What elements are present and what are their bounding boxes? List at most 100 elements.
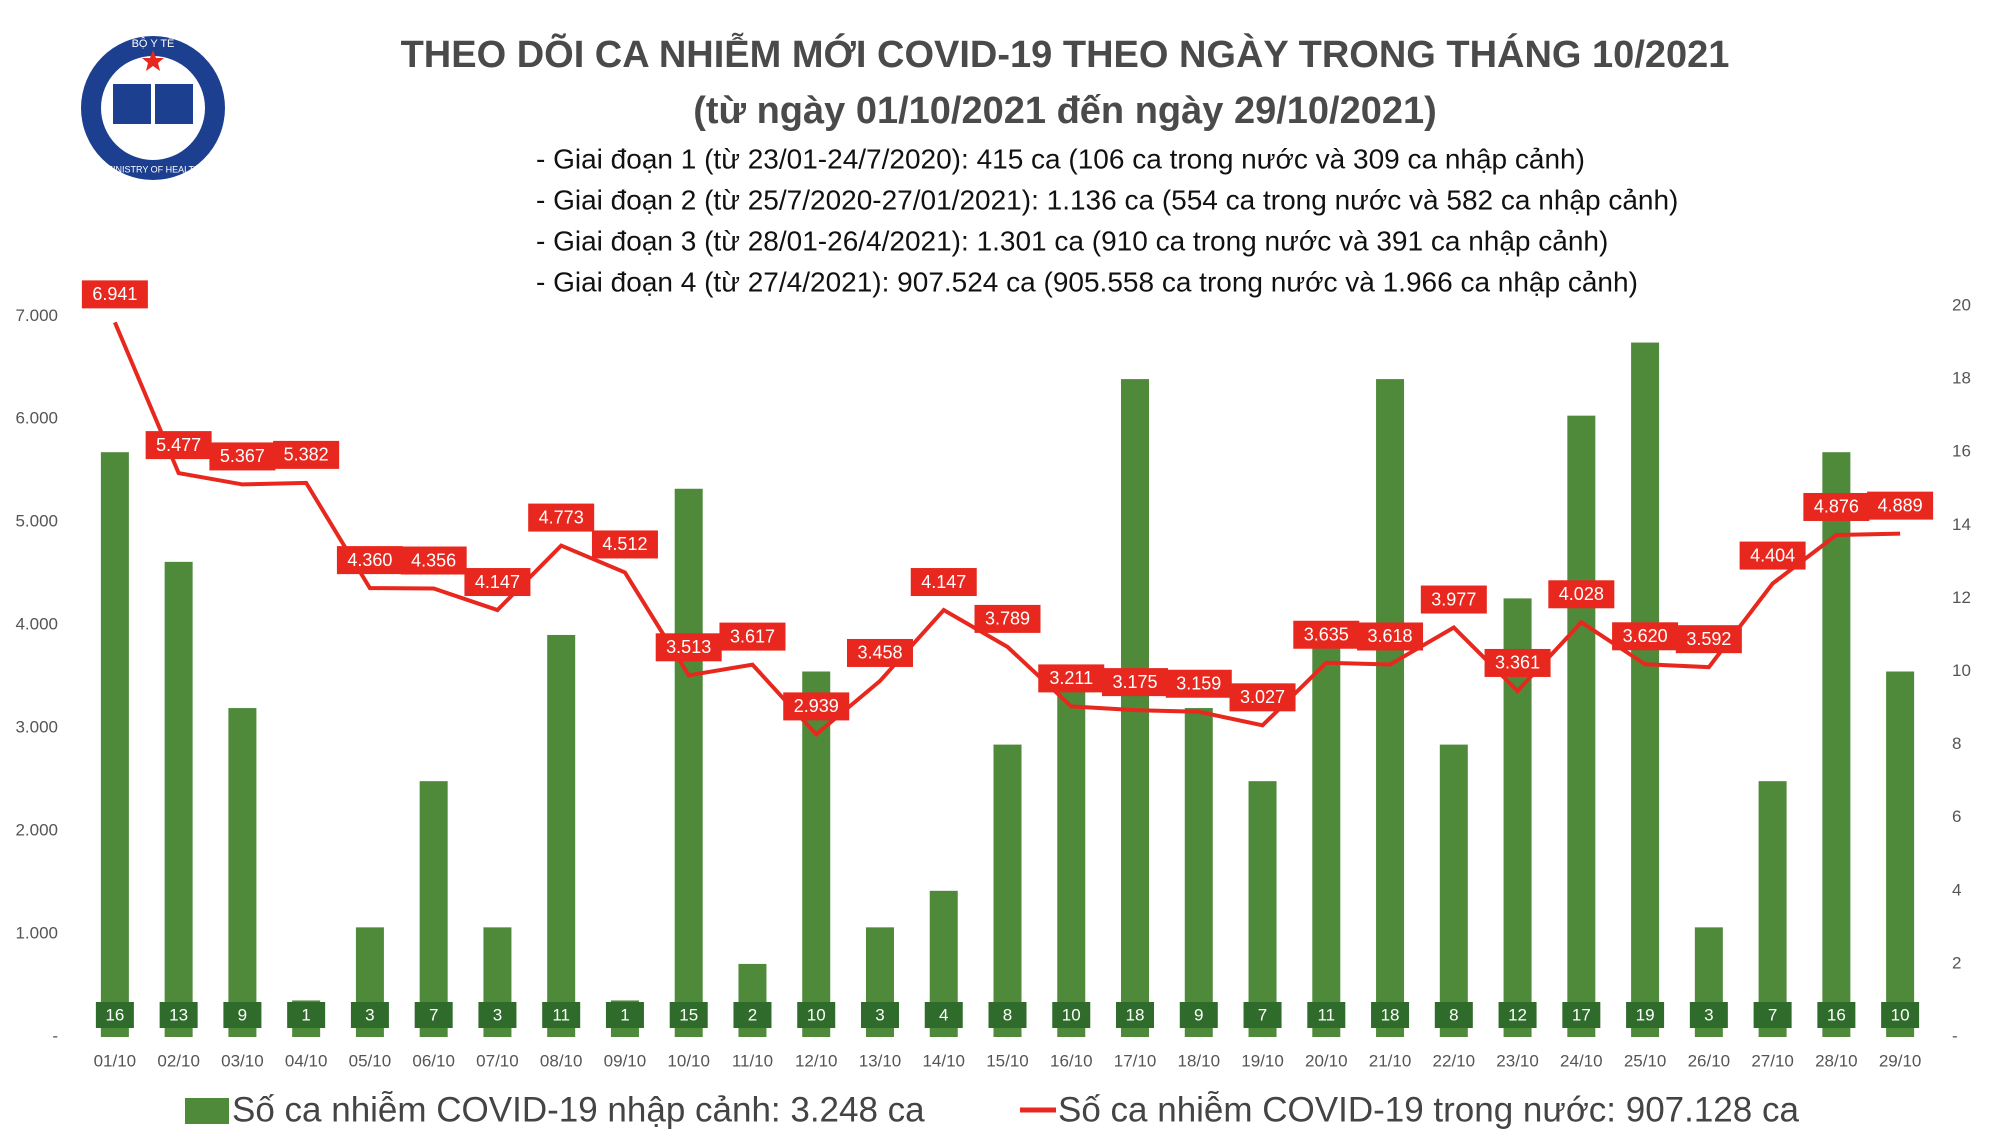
bar	[1376, 379, 1405, 1038]
y-tick-label: 7.000	[15, 306, 58, 325]
value-label: 3.513	[666, 637, 711, 657]
bar-label: 7	[1258, 1005, 1267, 1024]
legend-swatch	[185, 1098, 229, 1124]
value-label-box	[336, 546, 403, 575]
bar-label-box	[223, 1002, 262, 1028]
value-label-box	[209, 442, 276, 471]
value-label-box	[1484, 648, 1551, 677]
x-tick-label: 17/10	[1114, 1051, 1157, 1070]
value-label-box	[1102, 668, 1169, 697]
value-label-box	[145, 431, 212, 460]
y2-tick-label: 14	[1952, 515, 1971, 534]
bar-label: 18	[1126, 1005, 1145, 1024]
x-tick-label: 07/10	[476, 1051, 519, 1070]
value-label-box	[719, 622, 786, 651]
logo-bottom: MINISTRY OF HEALTH	[105, 164, 200, 174]
bar-label-box	[95, 1002, 134, 1028]
bar	[1439, 744, 1468, 1037]
bar-label: 3	[1704, 1005, 1713, 1024]
value-label-box	[1803, 492, 1870, 521]
y2-tick-label: 16	[1952, 442, 1971, 461]
y-tick-label: -	[52, 1026, 58, 1045]
value-label-box	[846, 638, 913, 667]
bar-label-box	[414, 1002, 453, 1028]
value-label: 4.404	[1750, 545, 1795, 565]
bar-label: 1	[301, 1005, 310, 1024]
value-label: 3.620	[1623, 626, 1668, 646]
y2-tick-label: 6	[1952, 807, 1961, 826]
bar-label-box	[287, 1002, 326, 1028]
bar-label: 19	[1636, 1005, 1655, 1024]
value-label: 4.889	[1878, 495, 1923, 515]
note: - Giai đoạn 3 (từ 28/01-26/4/2021): 1.30…	[536, 225, 1608, 256]
logo-star	[142, 50, 164, 71]
value-label-box	[1612, 622, 1679, 651]
bar-label-box	[1371, 1002, 1410, 1028]
x-tick-label: 18/10	[1178, 1051, 1221, 1070]
line	[113, 321, 1901, 738]
value-label: 5.477	[156, 435, 201, 455]
x-tick-label: 15/10	[986, 1051, 1029, 1070]
bar	[100, 452, 129, 1037]
value-label: 3.789	[985, 609, 1030, 629]
bar-label: 9	[1194, 1005, 1203, 1024]
value-label: 4.028	[1559, 584, 1604, 604]
value-label: 4.360	[347, 550, 392, 570]
value-label: 4.147	[475, 572, 520, 592]
bar-label: 11	[552, 1005, 570, 1024]
bar-label-box	[860, 1002, 899, 1028]
bar	[1758, 781, 1787, 1037]
value-label-box	[783, 692, 850, 721]
value-label: 4.773	[539, 507, 584, 527]
logo-top: BỘ Y TẾ	[132, 37, 175, 50]
value-label: 6.941	[92, 284, 137, 304]
y2-tick-label: 12	[1952, 588, 1971, 607]
x-tick-label: 04/10	[285, 1051, 328, 1070]
value-label-box	[591, 530, 658, 559]
value-label-box	[528, 503, 595, 532]
y-tick-label: 2.000	[15, 821, 58, 840]
bar-label-box	[1498, 1002, 1537, 1028]
value-label: 3.458	[857, 643, 902, 663]
y2-tick-label: 8	[1952, 734, 1961, 753]
bar-label-box	[1307, 1002, 1346, 1028]
bar	[1184, 708, 1213, 1037]
value-label: 3.977	[1431, 589, 1476, 609]
bar	[1312, 634, 1341, 1037]
bar-label-box	[1881, 1002, 1920, 1028]
legend-label: Số ca nhiễm COVID-19 trong nước: 907.128…	[1058, 1090, 1799, 1129]
bar-label-box	[605, 1002, 644, 1028]
bar-label-box	[542, 1002, 581, 1028]
value-label: 3.592	[1686, 629, 1731, 649]
bar-label: 10	[1891, 1005, 1910, 1024]
bar-label: 9	[238, 1005, 247, 1024]
bar	[1886, 671, 1915, 1037]
bar-label: 16	[105, 1005, 124, 1024]
x-tick-label: 03/10	[221, 1051, 264, 1070]
value-label: 3.618	[1368, 626, 1413, 646]
value-label-box	[1038, 664, 1105, 693]
y-tick-label: 3.000	[15, 718, 58, 737]
value-label-box	[910, 568, 977, 597]
x-tick-label: 29/10	[1879, 1051, 1922, 1070]
bar-label: 17	[1572, 1005, 1591, 1024]
bar	[1057, 671, 1086, 1037]
bar-label: 3	[875, 1005, 884, 1024]
value-label: 3.211	[1049, 668, 1093, 688]
y2-tick-label: 18	[1952, 369, 1971, 388]
x-tick-label: 14/10	[922, 1051, 965, 1070]
bar-label-box	[478, 1002, 517, 1028]
bar-label-box	[159, 1002, 198, 1028]
bar	[1248, 781, 1277, 1037]
x-tick-label: 11/10	[732, 1051, 773, 1070]
y2-tick-label: 2	[1952, 953, 1961, 972]
bar-label: 3	[365, 1005, 374, 1024]
bar-label: 8	[1449, 1005, 1458, 1024]
bar-label: 3	[493, 1005, 502, 1024]
value-label: 5.382	[284, 445, 329, 465]
value-label: 3.027	[1240, 687, 1285, 707]
y2-tick-label: -	[1952, 1026, 1958, 1045]
value-label: 3.361	[1495, 653, 1540, 673]
bar-label: 1	[620, 1005, 629, 1024]
